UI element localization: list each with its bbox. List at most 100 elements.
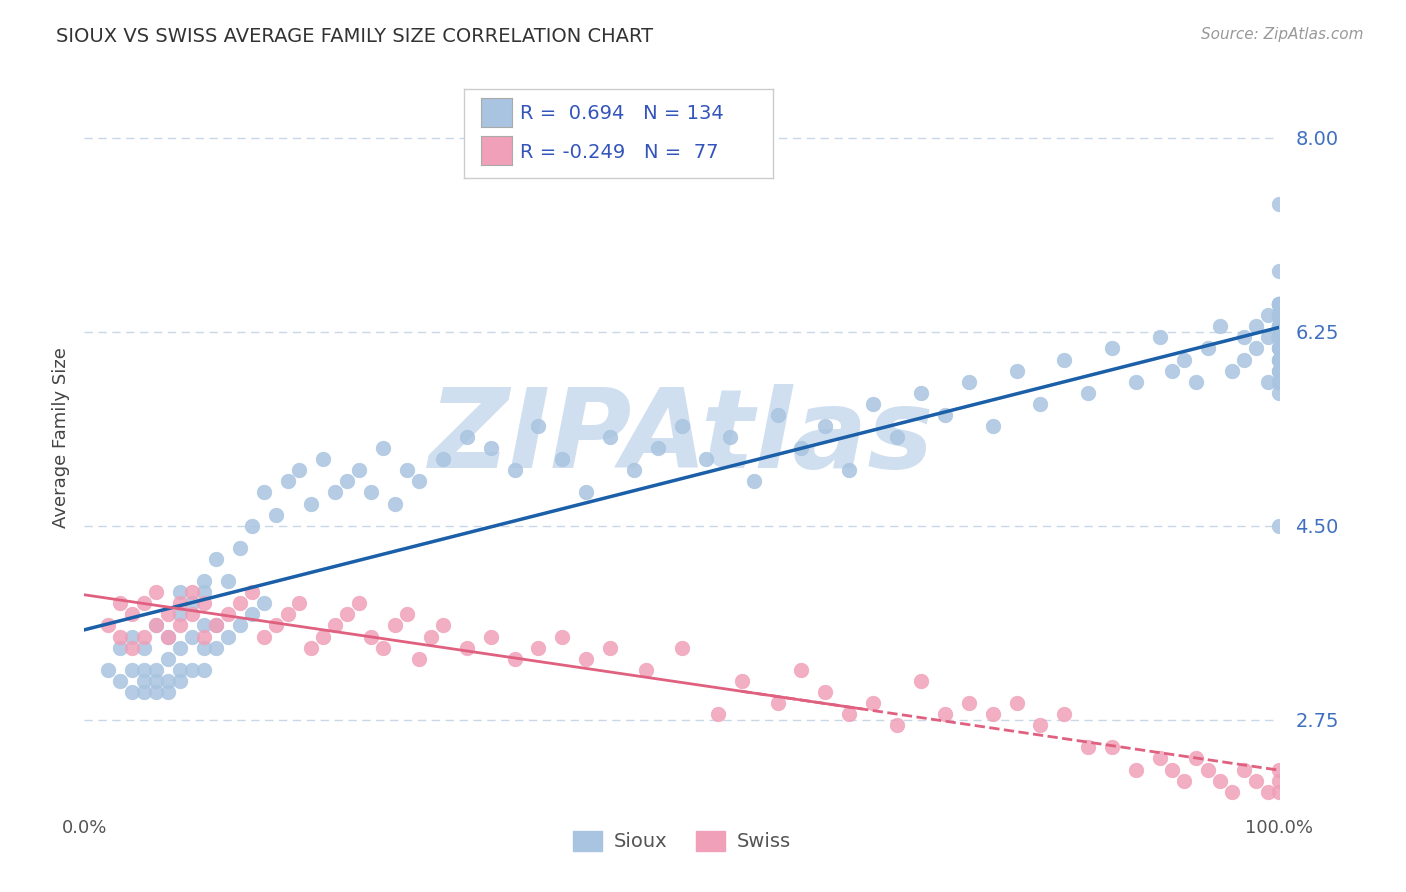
Point <box>1268 264 1291 278</box>
Point <box>707 707 730 722</box>
Point <box>132 663 156 677</box>
Point <box>253 485 276 500</box>
Point <box>1268 308 1291 322</box>
Point <box>1233 352 1256 367</box>
Point <box>217 574 239 589</box>
Point <box>1161 763 1184 777</box>
Point <box>1268 330 1291 344</box>
Point <box>110 673 132 688</box>
Point <box>1149 330 1171 344</box>
Point <box>1220 785 1243 799</box>
Point <box>1268 319 1291 334</box>
Point <box>636 663 658 677</box>
Point <box>1268 330 1291 344</box>
Point <box>121 630 143 644</box>
Point <box>1268 319 1291 334</box>
Point <box>121 685 143 699</box>
Point <box>1268 319 1291 334</box>
Point <box>527 419 550 434</box>
Text: Source: ZipAtlas.com: Source: ZipAtlas.com <box>1201 27 1364 42</box>
Point <box>205 618 228 632</box>
Text: R = -0.249   N =  77: R = -0.249 N = 77 <box>520 143 718 161</box>
Point <box>503 651 526 665</box>
Point <box>132 640 156 655</box>
Text: SIOUX VS SWISS AVERAGE FAMILY SIZE CORRELATION CHART: SIOUX VS SWISS AVERAGE FAMILY SIZE CORRE… <box>56 27 654 45</box>
Point <box>205 618 228 632</box>
Point <box>1077 740 1099 755</box>
Point <box>1257 330 1279 344</box>
Point <box>1101 740 1123 755</box>
Point <box>1197 763 1219 777</box>
Point <box>145 618 167 632</box>
Point <box>934 707 956 722</box>
Point <box>121 640 143 655</box>
Point <box>1268 330 1291 344</box>
Point <box>420 630 443 644</box>
Point <box>527 640 550 655</box>
Y-axis label: Average Family Size: Average Family Size <box>52 347 70 527</box>
Point <box>229 541 252 555</box>
Point <box>1268 319 1291 334</box>
Point <box>1244 319 1267 334</box>
Point <box>169 673 191 688</box>
Point <box>1173 773 1195 788</box>
Point <box>1268 342 1291 356</box>
Point <box>1185 751 1208 765</box>
Point <box>1005 696 1028 710</box>
Point <box>373 441 395 455</box>
Point <box>1233 763 1256 777</box>
Point <box>599 640 621 655</box>
Point <box>132 630 156 644</box>
Point <box>599 430 621 444</box>
Point <box>169 618 191 632</box>
Point <box>1268 330 1291 344</box>
Point <box>1268 297 1291 311</box>
Point <box>157 630 180 644</box>
Point <box>145 618 167 632</box>
Point <box>1268 363 1291 377</box>
Point <box>1268 375 1291 389</box>
Point <box>277 475 299 489</box>
Point <box>1257 375 1279 389</box>
Point <box>336 475 359 489</box>
Point <box>766 408 789 422</box>
Point <box>575 651 598 665</box>
Point <box>169 640 191 655</box>
Point <box>1005 363 1028 377</box>
Point <box>910 673 932 688</box>
Point <box>229 618 252 632</box>
Point <box>349 596 371 610</box>
Point <box>336 607 359 622</box>
Point <box>742 475 765 489</box>
Point <box>288 596 311 610</box>
Point <box>432 618 454 632</box>
Point <box>1268 352 1291 367</box>
Point <box>145 673 167 688</box>
Point <box>1268 518 1291 533</box>
Point <box>132 673 156 688</box>
Point <box>121 607 143 622</box>
Point <box>1268 330 1291 344</box>
Point <box>145 685 167 699</box>
Point <box>193 618 215 632</box>
Point <box>181 630 204 644</box>
Point <box>1197 342 1219 356</box>
Point <box>1209 319 1232 334</box>
Point <box>1268 785 1291 799</box>
Point <box>1053 707 1076 722</box>
Point <box>1268 297 1291 311</box>
Point <box>838 707 860 722</box>
Point <box>157 607 180 622</box>
Point <box>264 508 287 522</box>
Point <box>181 663 204 677</box>
Point <box>253 630 276 644</box>
Point <box>157 685 180 699</box>
Point <box>814 685 837 699</box>
Point <box>1268 319 1291 334</box>
Point <box>193 596 215 610</box>
Point <box>862 696 884 710</box>
Point <box>229 596 252 610</box>
Point <box>193 640 215 655</box>
Point <box>1268 297 1291 311</box>
Text: R =  0.694   N = 134: R = 0.694 N = 134 <box>520 104 724 123</box>
